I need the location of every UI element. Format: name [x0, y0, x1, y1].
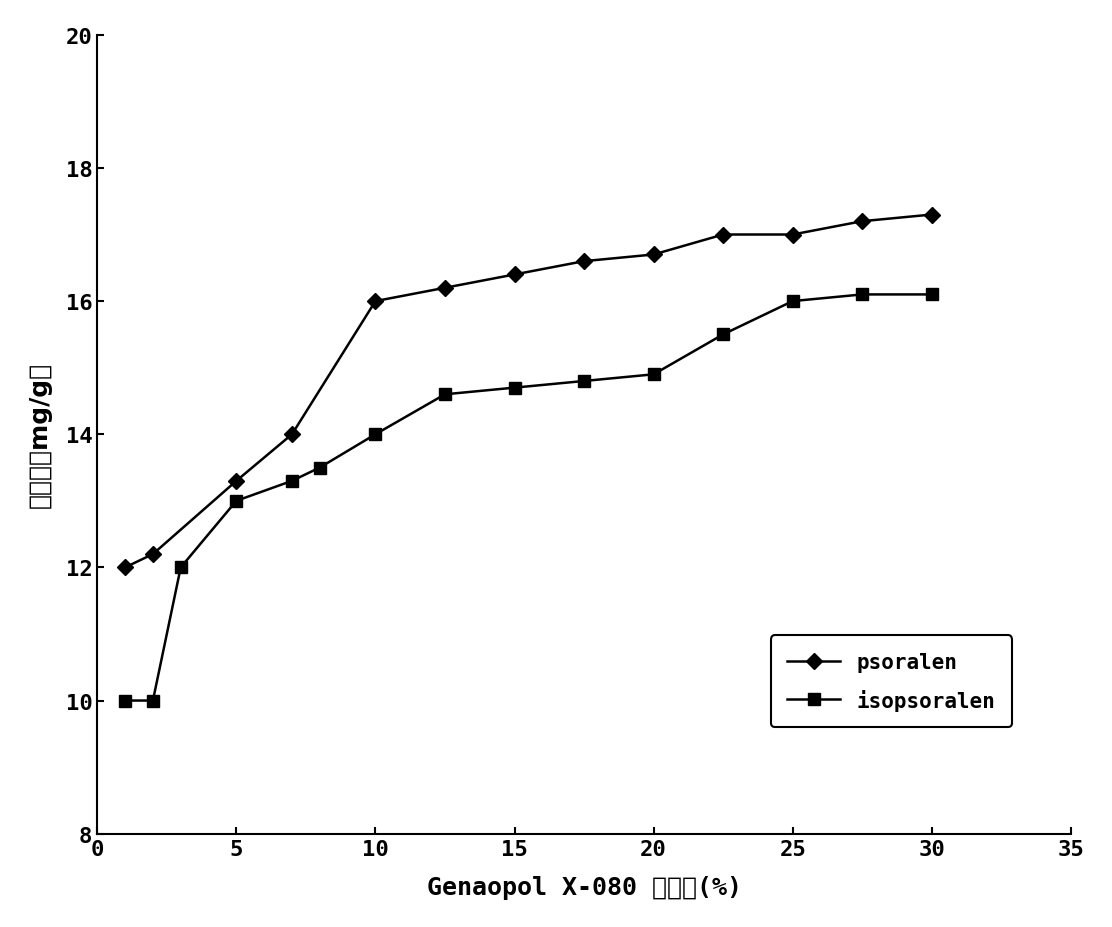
- isopsoralen: [647, 369, 661, 380]
- psoralen: [438, 283, 451, 294]
- isopsoralen: [230, 496, 244, 507]
- isopsoralen: [314, 463, 327, 474]
- isopsoralen: [286, 476, 299, 487]
- psoralen: [925, 210, 939, 221]
- isopsoralen: [577, 376, 590, 387]
- isopsoralen: [925, 289, 939, 300]
- isopsoralen: [175, 562, 188, 573]
- X-axis label: Genaopol X-080 的浓度(%): Genaopol X-080 的浓度(%): [427, 875, 742, 899]
- psoralen: [577, 256, 590, 267]
- isopsoralen: [369, 429, 383, 440]
- isopsoralen: [716, 329, 729, 340]
- psoralen: [369, 297, 383, 308]
- isopsoralen: [147, 695, 160, 706]
- psoralen: [508, 270, 522, 281]
- psoralen: [716, 230, 729, 241]
- Y-axis label: 提取率（mg/g）: 提取率（mg/g）: [28, 362, 52, 508]
- psoralen: [147, 549, 160, 560]
- psoralen: [286, 429, 299, 440]
- psoralen: [855, 216, 868, 227]
- Line: psoralen: psoralen: [119, 210, 937, 573]
- isopsoralen: [786, 297, 800, 308]
- isopsoralen: [508, 383, 522, 394]
- isopsoralen: [438, 389, 451, 400]
- isopsoralen: [855, 289, 868, 300]
- psoralen: [118, 562, 131, 573]
- psoralen: [647, 249, 661, 260]
- Line: isopsoralen: isopsoralen: [119, 289, 937, 706]
- Legend: psoralen, isopsoralen: psoralen, isopsoralen: [771, 636, 1012, 728]
- psoralen: [786, 230, 800, 241]
- isopsoralen: [118, 695, 131, 706]
- psoralen: [230, 476, 244, 487]
